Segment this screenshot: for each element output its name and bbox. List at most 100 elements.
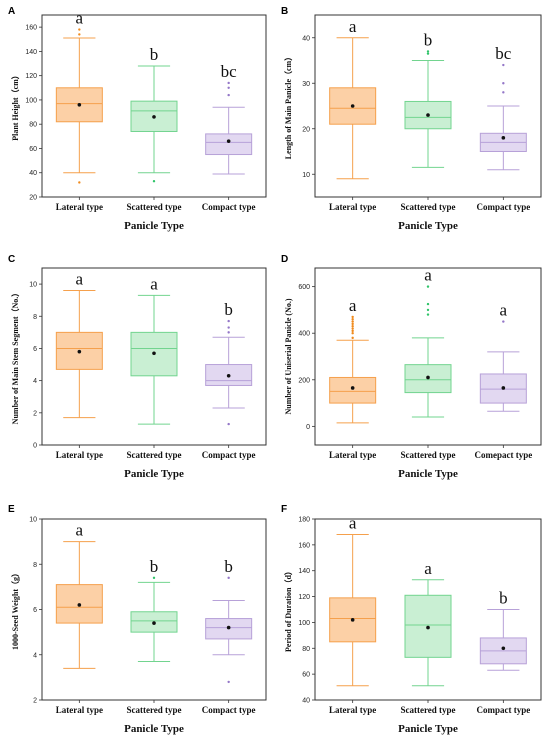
- outlier-point: [78, 33, 81, 36]
- outlier-point: [351, 325, 354, 328]
- mean-point: [77, 102, 82, 107]
- outlier-point: [227, 326, 230, 329]
- mean-point: [226, 374, 231, 378]
- significance-letter: b: [224, 557, 233, 576]
- significance-letter: a: [76, 270, 84, 289]
- y-axis-label: 1000-Seed Weight（g）: [10, 569, 20, 650]
- y-axis-label: Number of Main Stem Segment（No.）: [10, 289, 20, 425]
- y-tick-label: 6: [33, 607, 37, 614]
- y-tick-label: 40: [302, 698, 310, 705]
- y-axis-label: Period of Duration（d）: [283, 567, 293, 652]
- mean-point: [501, 136, 506, 140]
- significance-letter: a: [349, 17, 357, 36]
- x-tick-label: Compact type: [202, 202, 256, 212]
- outlier-point: [502, 63, 505, 67]
- x-axis-label: Panicle Type: [124, 723, 184, 735]
- x-tick-label: Lateral type: [329, 705, 376, 715]
- panel-D: D 0 200 400 600 Number of Uniserial Panicle (…: [281, 254, 542, 480]
- significance-letter: a: [424, 559, 432, 578]
- significance-letter: a: [76, 521, 84, 540]
- box-lateral: a Lateral type: [329, 514, 376, 715]
- mean-point: [426, 625, 430, 630]
- box-scattered: b Scattered type: [400, 30, 455, 212]
- outlier-point: [351, 318, 354, 321]
- mean-point: [77, 603, 82, 607]
- box-iqr: [55, 584, 103, 624]
- box-compact: b Compact type: [202, 300, 256, 460]
- panel-B: B 10 20 30 40 Length of Main Panicle（cm） Panic…: [281, 6, 542, 232]
- mean-point: [501, 646, 506, 651]
- y-tick-label: 20: [302, 126, 310, 133]
- y-tick-label: 8: [33, 562, 37, 569]
- y-tick-label: 80: [302, 646, 310, 653]
- significance-letter: a: [424, 266, 432, 285]
- x-axis-label: Panicle Type: [398, 723, 458, 735]
- outlier-point: [426, 52, 430, 55]
- y-tick-label: 30: [302, 81, 310, 88]
- x-tick-label: Compact type: [202, 705, 256, 715]
- mean-point: [350, 104, 355, 108]
- y-tick-label: 140: [25, 49, 37, 56]
- x-tick-label: Scattered type: [400, 202, 455, 212]
- y-tick-label: 180: [298, 517, 310, 524]
- y-tick-label: 10: [29, 282, 37, 289]
- significance-letter: b: [150, 557, 159, 576]
- y-tick-label: 80: [29, 122, 37, 129]
- mean-point: [152, 621, 156, 625]
- outlier-point: [227, 319, 230, 323]
- x-tick-label: Lateral type: [56, 202, 103, 212]
- significance-letter: a: [150, 274, 158, 293]
- panel-letter: A: [8, 6, 15, 17]
- significance-letter: a: [349, 296, 357, 315]
- outlier-point: [502, 82, 505, 85]
- panel-E: E 2 4 6 8 10 1000-Seed Weight（g） Panicle Type a L…: [8, 504, 267, 735]
- panel-letter: F: [281, 504, 287, 515]
- x-tick-label: Lateral type: [329, 450, 376, 460]
- outlier-point: [502, 320, 505, 323]
- outlier-point: [351, 327, 354, 330]
- outlier-point: [227, 93, 230, 97]
- significance-letter: b: [499, 589, 508, 608]
- x-tick-label: Lateral type: [329, 202, 376, 212]
- x-tick-label: Comepact type: [474, 450, 532, 460]
- outlier-point: [227, 680, 230, 684]
- y-tick-label: 120: [298, 594, 310, 601]
- x-tick-label: Lateral type: [56, 705, 103, 715]
- y-tick-label: 10: [302, 172, 310, 179]
- box-compact: bc Compact type: [202, 62, 256, 212]
- panel-F: F 40 60 80 100 120 140 160 180 Period of Duration…: [281, 504, 542, 735]
- x-tick-label: Scattered type: [400, 450, 455, 460]
- y-tick-label: 60: [29, 146, 37, 153]
- y-tick-label: 140: [298, 568, 310, 575]
- outlier-point: [227, 576, 230, 580]
- y-tick-label: 0: [33, 443, 37, 450]
- outlier-point: [426, 313, 430, 316]
- y-tick-label: 40: [302, 35, 310, 42]
- panel-letter: D: [281, 254, 288, 265]
- outlier-point: [351, 315, 354, 319]
- box-compact: bc Compact type: [476, 44, 530, 212]
- outlier-point: [227, 86, 230, 90]
- x-tick-label: Compact type: [476, 202, 530, 212]
- box-scattered: a Scattered type: [400, 266, 455, 460]
- outlier-point: [351, 320, 354, 323]
- box-lateral: a Lateral type: [56, 9, 103, 212]
- y-tick-label: 4: [33, 378, 37, 385]
- y-tick-label: 600: [298, 284, 310, 291]
- panel-A: A 20 40 60 80 100 120 140 160 Plant Height（cm） Pan…: [8, 6, 267, 232]
- outlier-point: [351, 336, 354, 340]
- box-compact: a Comepact type: [474, 301, 532, 460]
- y-tick-label: 2: [33, 698, 37, 705]
- significance-letter: b: [424, 30, 433, 49]
- outlier-point: [227, 422, 230, 426]
- box-scattered: a Scattered type: [400, 559, 455, 715]
- mean-point: [226, 625, 231, 630]
- box-lateral: a Lateral type: [56, 270, 103, 460]
- y-tick-label: 160: [25, 25, 37, 32]
- y-tick-label: 120: [25, 73, 37, 80]
- box-iqr: [329, 376, 377, 404]
- mean-point: [501, 386, 506, 390]
- significance-letter: a: [500, 301, 508, 320]
- y-tick-label: 160: [298, 542, 310, 549]
